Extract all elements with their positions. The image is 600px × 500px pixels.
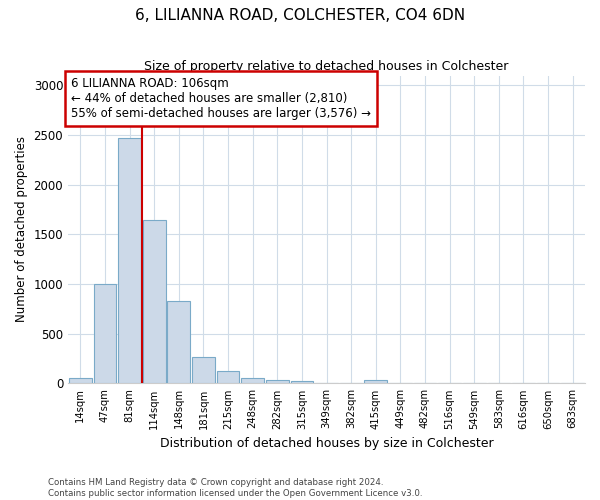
Bar bbox=[118, 138, 141, 384]
Title: Size of property relative to detached houses in Colchester: Size of property relative to detached ho… bbox=[145, 60, 509, 73]
Text: 6, LILIANNA ROAD, COLCHESTER, CO4 6DN: 6, LILIANNA ROAD, COLCHESTER, CO4 6DN bbox=[135, 8, 465, 22]
Bar bbox=[266, 380, 289, 384]
Bar bbox=[217, 370, 239, 384]
Bar bbox=[69, 378, 92, 384]
Bar bbox=[143, 220, 166, 384]
Bar bbox=[241, 378, 264, 384]
Bar bbox=[94, 284, 116, 384]
Bar bbox=[167, 301, 190, 384]
Text: 6 LILIANNA ROAD: 106sqm
← 44% of detached houses are smaller (2,810)
55% of semi: 6 LILIANNA ROAD: 106sqm ← 44% of detache… bbox=[71, 77, 371, 120]
Bar bbox=[364, 380, 387, 384]
Y-axis label: Number of detached properties: Number of detached properties bbox=[15, 136, 28, 322]
Bar bbox=[192, 356, 215, 384]
Bar bbox=[290, 381, 313, 384]
Text: Contains HM Land Registry data © Crown copyright and database right 2024.
Contai: Contains HM Land Registry data © Crown c… bbox=[48, 478, 422, 498]
X-axis label: Distribution of detached houses by size in Colchester: Distribution of detached houses by size … bbox=[160, 437, 493, 450]
